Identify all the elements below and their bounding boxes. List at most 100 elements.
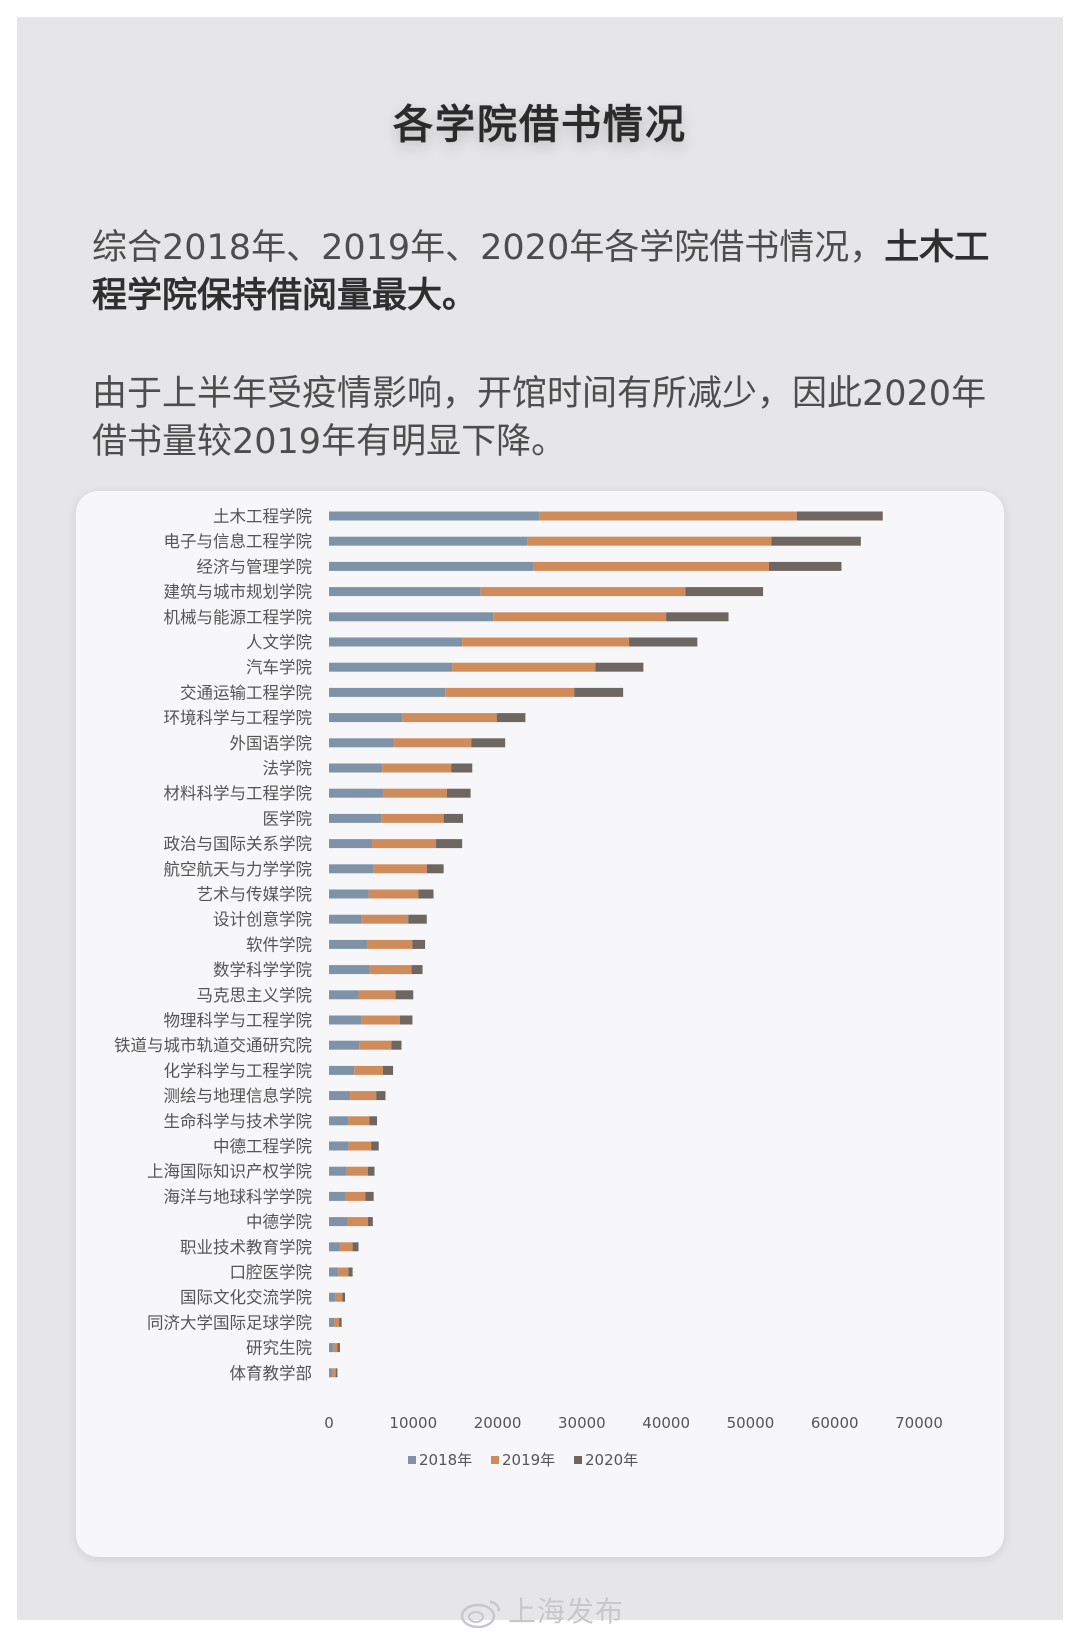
watermark: 上海发布: [460, 1590, 624, 1630]
legend-swatch: [491, 1456, 499, 1464]
category-label: 软件学院: [246, 935, 312, 954]
bar-segment-1: [329, 763, 383, 773]
category-label: 马克思主义学院: [197, 986, 313, 1005]
category-label: 经济与管理学院: [197, 557, 313, 576]
x-tick-label: 50000: [727, 1414, 775, 1432]
bar-segment-3: [447, 788, 471, 798]
bar-segment-1: [329, 1166, 347, 1176]
bar-segment-3: [418, 889, 434, 899]
bar-segment-2: [339, 1242, 353, 1252]
category-label: 物理科学与工程学院: [164, 1011, 313, 1030]
bar-segment-2: [346, 1166, 368, 1176]
bar-segment-3: [768, 561, 842, 571]
bar-segment-3: [451, 763, 473, 773]
bar-segment-3: [348, 1267, 353, 1277]
bar-segment-2: [382, 763, 452, 773]
bar-segment-2: [347, 1217, 368, 1227]
bar-segment-3: [443, 813, 464, 823]
bar-segment-1: [329, 713, 403, 723]
bar-segment-2: [532, 561, 769, 571]
bar-segment-2: [345, 1191, 366, 1201]
bar-segment-1: [329, 939, 367, 949]
x-tick-label: 30000: [558, 1414, 606, 1432]
category-label: 环境科学与工程学院: [164, 709, 313, 728]
bar-segment-2: [333, 1343, 338, 1353]
category-label: 医学院: [263, 809, 313, 828]
bar-segment-1: [329, 637, 463, 647]
bar-segment-2: [361, 1015, 400, 1025]
summary-highlight: 土木工程学院保持借阅量最大。: [92, 228, 990, 316]
bar-segment-2: [452, 662, 596, 672]
bar-segment-1: [329, 1141, 349, 1151]
category-label: 研究生院: [246, 1339, 312, 1358]
x-tick-label: 40000: [642, 1414, 690, 1432]
bar-segment-2: [348, 1116, 370, 1126]
explanation-paragraph: 由于上半年受疫情影响，开馆时间有所减少，因此2020年借书量较2019年有明显下…: [92, 374, 987, 462]
bar-segment-1: [329, 1242, 340, 1252]
category-label: 电子与信息工程学院: [164, 532, 313, 551]
bar-segment-3: [595, 662, 644, 672]
category-label: 海洋与地球科学学院: [164, 1187, 313, 1206]
bar-segment-1: [329, 1091, 351, 1101]
category-label: 国际文化交流学院: [180, 1288, 312, 1307]
legend-swatch: [408, 1456, 416, 1464]
bar-segment-2: [369, 965, 412, 975]
bar-segment-3: [391, 1040, 402, 1050]
bar-segment-3: [412, 939, 426, 949]
category-label: 铁道与城市轨道交通研究院: [114, 1036, 312, 1055]
bar-segment-2: [366, 939, 413, 949]
x-tick-label: 10000: [389, 1414, 437, 1432]
summary-paragraph: 综合2018年、2019年、2020年各学院借书情况，土木工程学院保持借阅量最大…: [92, 224, 992, 320]
category-label: 数学科学学院: [213, 961, 312, 980]
category-label: 法学院: [263, 759, 313, 778]
bar-segment-1: [329, 990, 359, 1000]
category-label: 航空航天与力学学院: [164, 860, 313, 879]
x-tick-label: 70000: [895, 1414, 943, 1432]
watermark-text: 上海发布: [508, 1595, 625, 1628]
legend-label: 2019年: [502, 1451, 555, 1469]
bar-segment-3: [335, 1368, 338, 1378]
bar-segment-3: [685, 587, 764, 597]
x-tick-label: 60000: [811, 1414, 859, 1432]
category-label: 艺术与传媒学院: [197, 885, 313, 904]
bar-segment-3: [367, 1166, 375, 1176]
legend-label: 2020年: [585, 1451, 638, 1469]
bar-segment-1: [329, 839, 372, 849]
x-tick-label: 0: [324, 1414, 334, 1432]
bar-segment-3: [426, 864, 444, 874]
bar-segment-2: [338, 1267, 349, 1277]
bar-segment-2: [527, 536, 772, 546]
bar-segment-2: [381, 813, 444, 823]
bar-segment-2: [493, 612, 667, 622]
bar-segment-1: [329, 687, 446, 697]
bar-segment-1: [329, 587, 481, 597]
bar-segment-1: [329, 738, 394, 748]
category-label: 政治与国际关系学院: [164, 835, 313, 854]
bar-segment-1: [329, 1191, 346, 1201]
category-label: 建筑与城市规划学院: [164, 583, 313, 602]
bar-segment-3: [574, 687, 624, 697]
bar-segment-1: [329, 1343, 334, 1353]
bar-segment-3: [666, 612, 729, 622]
bar-segment-3: [629, 637, 698, 647]
category-label: 口腔医学院: [230, 1263, 313, 1282]
category-label: 上海国际知识产权学院: [147, 1162, 312, 1181]
bar-segment-3: [337, 1343, 340, 1353]
bar-segment-3: [352, 1242, 359, 1252]
bar-segment-2: [332, 1368, 336, 1378]
category-label: 汽车学院: [246, 658, 312, 677]
legend-label: 2018年: [419, 1451, 472, 1469]
bar-segment-3: [496, 713, 526, 723]
bar-segment-3: [371, 1141, 379, 1151]
bar-segment-3: [369, 1116, 378, 1126]
bar-segment-2: [368, 889, 419, 899]
bar-segment-2: [334, 1317, 340, 1327]
legend-swatch: [574, 1456, 582, 1464]
bar-segment-1: [329, 1015, 362, 1025]
bar-segment-2: [539, 511, 797, 521]
bar-segment-1: [329, 1368, 333, 1378]
bar-segment-1: [329, 889, 369, 899]
summary-text: 综合2018年、2019年、2020年各学院借书情况，: [92, 228, 885, 268]
stacked-bar-chart: 土木工程学院电子与信息工程学院经济与管理学院建筑与城市规划学院机械与能源工程学院…: [114, 507, 943, 1469]
page-title: 各学院借书情况: [393, 102, 687, 148]
